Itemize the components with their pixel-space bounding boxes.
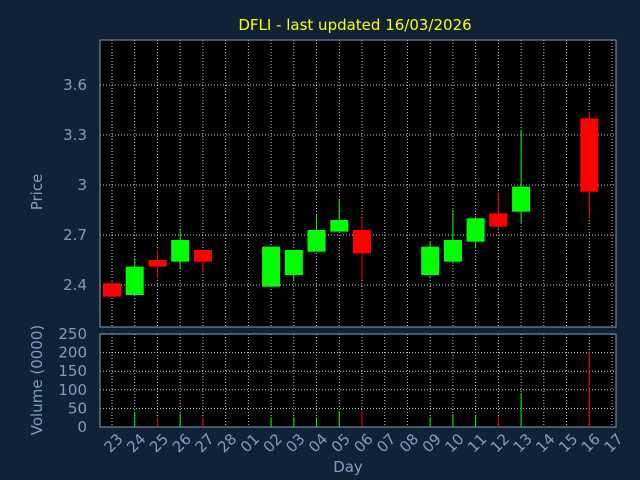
price-axis-label: Price	[28, 174, 46, 211]
candle-body	[284, 250, 303, 275]
x-axis-label: Day	[333, 458, 363, 476]
x-tick-label: 17	[601, 430, 627, 456]
price-tick-label: 3	[77, 176, 87, 194]
candle-body	[148, 260, 167, 267]
price-tick-label: 2.4	[63, 276, 87, 294]
volume-tick-label: 100	[58, 381, 87, 399]
volume-axis-label: Volume (0000)	[28, 325, 46, 435]
candle-body	[330, 220, 349, 232]
price-tick-label: 2.7	[63, 226, 87, 244]
candle-body	[307, 230, 326, 252]
candle-body	[443, 240, 462, 262]
volume-tick-label: 50	[68, 399, 87, 417]
candle-body	[466, 218, 485, 242]
price-panel	[100, 40, 616, 327]
volume-panel-border	[99, 333, 617, 428]
candle-body	[171, 240, 190, 262]
candle-body	[352, 230, 371, 254]
volume-tick-label: 250	[58, 325, 87, 343]
price-tick-label: 3.3	[63, 126, 87, 144]
volume-tick-label: 0	[77, 418, 87, 436]
candle-body	[489, 213, 508, 227]
candle-body	[512, 186, 531, 212]
candle-body	[103, 283, 121, 297]
price-tick-label: 3.6	[63, 76, 87, 94]
volume-tick-label: 150	[58, 362, 87, 380]
candle-body	[262, 246, 281, 287]
volume-tick-label: 200	[58, 344, 87, 362]
candle-body	[421, 246, 440, 275]
price-panel-border	[99, 39, 617, 328]
volume-panel	[100, 334, 616, 427]
chart-title: DFLI - last updated 16/03/2026	[238, 16, 471, 34]
candle-body	[580, 118, 599, 192]
candle-body	[125, 266, 144, 295]
candle-body	[193, 250, 212, 262]
